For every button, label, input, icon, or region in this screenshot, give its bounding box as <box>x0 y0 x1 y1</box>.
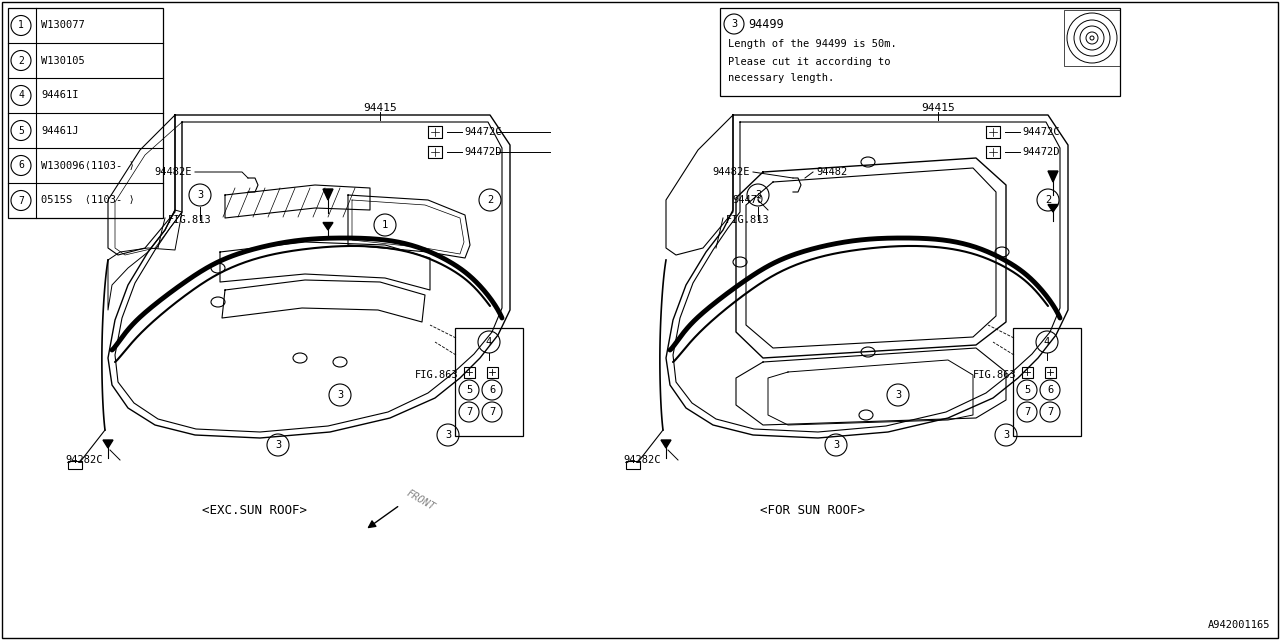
Polygon shape <box>323 223 333 230</box>
Text: 7: 7 <box>1024 407 1030 417</box>
Text: 3: 3 <box>275 440 282 450</box>
Text: 3: 3 <box>197 190 204 200</box>
Text: 94482: 94482 <box>817 167 847 177</box>
Bar <box>8 8 163 218</box>
Text: 4: 4 <box>1044 337 1050 347</box>
Text: 7: 7 <box>489 407 495 417</box>
Text: 6: 6 <box>489 385 495 395</box>
Text: 1: 1 <box>381 220 388 230</box>
Bar <box>1064 10 1120 66</box>
Bar <box>626 461 640 469</box>
Bar <box>463 367 475 378</box>
Text: <FOR SUN ROOF>: <FOR SUN ROOF> <box>760 504 865 516</box>
Text: 94282C: 94282C <box>65 455 102 465</box>
Text: 94482E: 94482E <box>155 167 192 177</box>
Text: <EXC.SUN ROOF>: <EXC.SUN ROOF> <box>202 504 307 516</box>
Text: Length of the 94499 is 50m.: Length of the 94499 is 50m. <box>728 39 897 49</box>
Text: 94482E: 94482E <box>713 167 750 177</box>
Bar <box>454 328 524 436</box>
Text: 94461I: 94461I <box>41 90 78 100</box>
Text: 7: 7 <box>1047 407 1053 417</box>
Text: W130096⟨1103- ⟩: W130096⟨1103- ⟩ <box>41 161 134 170</box>
Text: 94472C: 94472C <box>465 127 502 137</box>
Text: 5: 5 <box>466 385 472 395</box>
Text: 0515S  ⟨1103- ⟩: 0515S ⟨1103- ⟩ <box>41 195 134 205</box>
Text: 94472C: 94472C <box>1021 127 1060 137</box>
Text: 2: 2 <box>1044 195 1051 205</box>
Text: 94472D: 94472D <box>1021 147 1060 157</box>
Polygon shape <box>323 189 333 200</box>
Bar <box>1012 328 1082 436</box>
Text: 94499: 94499 <box>748 17 783 31</box>
Text: FIG.863: FIG.863 <box>415 370 458 380</box>
Text: 7: 7 <box>466 407 472 417</box>
Text: W130105: W130105 <box>41 56 84 65</box>
Bar <box>719 8 1120 96</box>
Text: 2: 2 <box>18 56 24 65</box>
Polygon shape <box>102 440 113 448</box>
Text: 94470: 94470 <box>732 195 763 205</box>
Bar <box>486 367 498 378</box>
Bar <box>1044 367 1056 378</box>
Text: FRONT: FRONT <box>404 488 436 512</box>
Text: FIG.813: FIG.813 <box>168 215 211 225</box>
Text: 1: 1 <box>18 20 24 31</box>
Text: 94472D: 94472D <box>465 147 502 157</box>
Text: 2: 2 <box>486 195 493 205</box>
Text: 3: 3 <box>755 190 762 200</box>
Bar <box>68 461 82 469</box>
Text: W130077: W130077 <box>41 20 84 31</box>
Text: A942001165: A942001165 <box>1207 620 1270 630</box>
Text: FIG.863: FIG.863 <box>973 370 1016 380</box>
Text: 5: 5 <box>1024 385 1030 395</box>
Polygon shape <box>1048 205 1059 212</box>
Polygon shape <box>1048 171 1059 182</box>
Text: 3: 3 <box>337 390 343 400</box>
Bar <box>1021 367 1033 378</box>
Text: 3: 3 <box>731 19 737 29</box>
Text: FIG.813: FIG.813 <box>726 215 769 225</box>
Text: 94415: 94415 <box>364 103 397 113</box>
Polygon shape <box>660 440 671 448</box>
Text: 3: 3 <box>833 440 840 450</box>
Text: 6: 6 <box>1047 385 1053 395</box>
Text: 7: 7 <box>18 195 24 205</box>
Text: 3: 3 <box>895 390 901 400</box>
Text: 4: 4 <box>486 337 492 347</box>
Text: 3: 3 <box>445 430 451 440</box>
Text: Please cut it according to: Please cut it according to <box>728 57 891 67</box>
Text: necessary length.: necessary length. <box>728 73 835 83</box>
Text: 94461J: 94461J <box>41 125 78 136</box>
Text: 94282C: 94282C <box>623 455 660 465</box>
Text: 4: 4 <box>18 90 24 100</box>
Text: 3: 3 <box>1002 430 1009 440</box>
Text: 5: 5 <box>18 125 24 136</box>
Text: 94415: 94415 <box>922 103 955 113</box>
Text: 6: 6 <box>18 161 24 170</box>
